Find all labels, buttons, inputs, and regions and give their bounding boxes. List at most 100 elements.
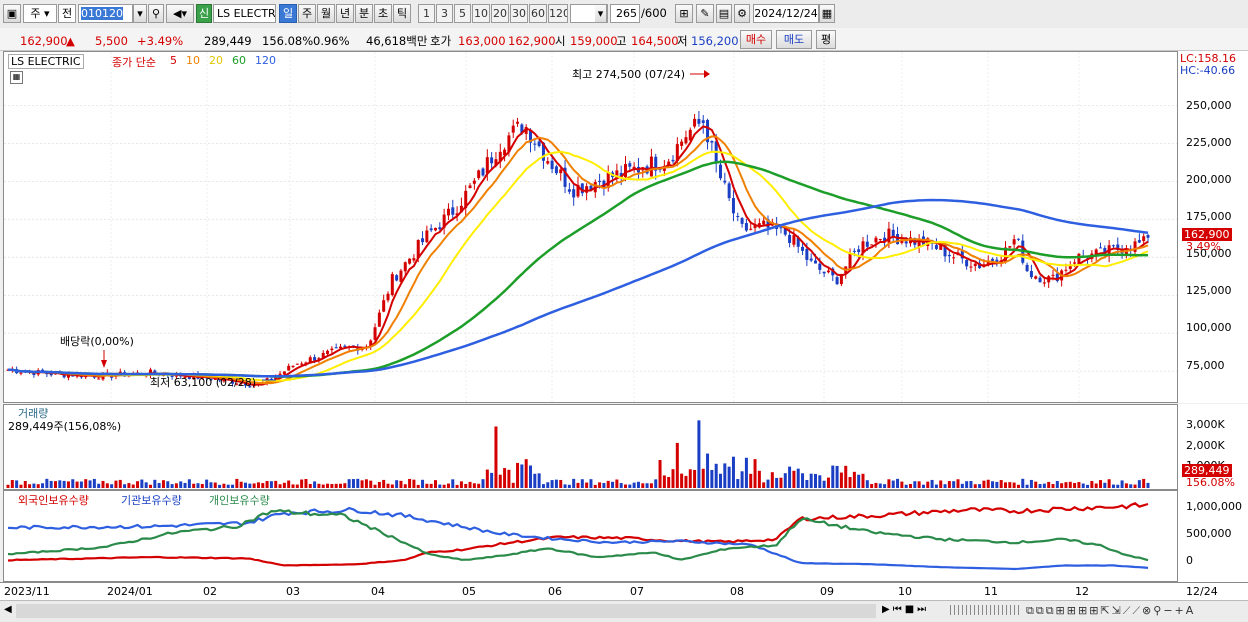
volume-bar — [1107, 479, 1111, 488]
candle-body — [481, 168, 485, 176]
x-tick: 11 — [984, 585, 998, 598]
volume-bar — [231, 484, 235, 488]
period-3[interactable]: 년 — [336, 4, 354, 23]
holdings-panel[interactable]: 외국인보유수량 기관보유수량 개인보유수량 — [3, 490, 1178, 582]
volume-bar — [576, 482, 580, 488]
sound-icon[interactable]: ◀▾ — [166, 4, 194, 23]
eval-button[interactable]: 평 — [816, 30, 836, 49]
blank-dropdown-icon[interactable]: ▾ — [595, 4, 607, 23]
period-1[interactable]: 주 — [298, 4, 316, 23]
x-tick: 04 — [371, 585, 385, 598]
buy-button[interactable]: 매수 — [740, 30, 772, 49]
candle-body — [1055, 273, 1059, 282]
window-icon[interactable]: ▣ — [3, 4, 21, 23]
volume-bar — [313, 481, 317, 488]
x-tick: 03 — [286, 585, 300, 598]
candle-body — [598, 180, 602, 182]
volume-bar — [425, 483, 429, 488]
volume-bar — [701, 468, 705, 488]
volume-bar — [183, 482, 187, 488]
volume-bar — [1081, 483, 1085, 488]
volume-bar — [744, 457, 748, 488]
gear-icon[interactable]: ⚙ — [734, 4, 750, 23]
candle-body — [1068, 264, 1072, 269]
count-input[interactable]: 265 — [610, 4, 640, 23]
draw-icon[interactable]: ✎ — [696, 4, 714, 23]
search-icon[interactable]: ⚲ — [148, 4, 164, 23]
volume-bar — [97, 483, 101, 488]
interval-120[interactable]: 120 — [548, 4, 568, 23]
grid-icon[interactable]: ▦ — [10, 71, 23, 84]
candle-body — [408, 258, 412, 264]
candle-body — [654, 156, 658, 171]
price-panel[interactable]: LS ELECTRIC 종가 단순 5 10 20 60 120 ▦ 최고 274,50… — [3, 51, 1178, 403]
candle-body — [520, 124, 524, 134]
interval-30[interactable]: 30 — [510, 4, 528, 23]
candle-body — [19, 372, 23, 374]
price-tick: 175,000 — [1186, 210, 1232, 223]
candle-body — [66, 374, 70, 378]
volume-bar — [671, 469, 675, 488]
tool-icons[interactable]: ⧉⧉⧉⊞⊞⊞⊞⇱⇲⟋⟋⊗⚲−+A — [1026, 604, 1196, 617]
volume-bar — [904, 484, 908, 488]
stock-name-field[interactable]: LS ELECTRI — [213, 4, 276, 23]
interval-10[interactable]: 10 — [472, 4, 490, 23]
calendar-icon[interactable]: ▦ — [819, 4, 835, 23]
volume-bar — [887, 479, 891, 488]
scroll-left-icon[interactable]: ◀ — [4, 604, 12, 615]
interval-1[interactable]: 1 — [418, 4, 435, 23]
candle-body — [619, 172, 623, 177]
code-dropdown-icon[interactable]: ▾ — [133, 4, 147, 23]
date-input[interactable]: 2024/12/24 — [753, 4, 819, 23]
volume-bar — [399, 480, 403, 488]
interval-60[interactable]: 60 — [529, 4, 547, 23]
volume-bar — [451, 479, 455, 488]
period-2[interactable]: 월 — [317, 4, 335, 23]
volume-bar — [921, 484, 925, 488]
period-6[interactable]: 틱 — [393, 4, 411, 23]
prev-button[interactable]: 전 — [58, 4, 76, 23]
candle-body — [455, 213, 459, 216]
mode-select[interactable]: 주 ▾ — [23, 4, 57, 23]
period-5[interactable]: 초 — [374, 4, 392, 23]
candle-body — [947, 254, 951, 257]
volume-chart[interactable] — [4, 405, 1177, 489]
candle-body — [900, 239, 904, 243]
volume-bar — [883, 484, 887, 488]
candle-body — [425, 230, 429, 243]
chart-tool-icon[interactable]: ⊞ — [675, 4, 693, 23]
nav-arrows-icon[interactable]: ▶⏮■⏭ — [882, 604, 930, 615]
volume-bar — [149, 484, 152, 488]
candle-body — [749, 228, 753, 230]
volume-panel[interactable]: 거래량 289,449주(156,08%) — [3, 404, 1178, 490]
x-tick: 09 — [820, 585, 834, 598]
zoom-slider[interactable] — [950, 605, 1020, 615]
interval-5[interactable]: 5 — [454, 4, 471, 23]
volume-bar — [524, 459, 528, 488]
price-chart[interactable] — [4, 52, 1177, 402]
save-icon[interactable]: ▤ — [716, 4, 732, 23]
volume-bar — [688, 469, 692, 488]
volume-bar — [300, 479, 304, 488]
interval-3[interactable]: 3 — [436, 4, 453, 23]
volume-bar — [464, 484, 468, 488]
sell-button[interactable]: 매도 — [776, 30, 812, 49]
candle-body — [563, 167, 567, 187]
volume-bar — [567, 484, 571, 488]
candle-body — [727, 183, 731, 199]
candle-body — [330, 348, 334, 351]
volume-bar — [658, 460, 662, 488]
period-4[interactable]: 분 — [355, 4, 373, 23]
candle-body — [991, 258, 995, 261]
code-input[interactable]: 010120 — [78, 4, 133, 23]
ma-line-10 — [7, 135, 1149, 385]
scroll-bar[interactable]: ◀ ▶⏮■⏭ ⧉⧉⧉⊞⊞⊞⊞⇱⇲⟋⟋⊗⚲−+A — [0, 600, 1248, 622]
interval-20[interactable]: 20 — [491, 4, 509, 23]
scroll-track[interactable] — [16, 604, 876, 618]
candle-body — [826, 270, 830, 273]
volume-bar — [1142, 478, 1146, 488]
candle-body — [1004, 247, 1007, 262]
holdings-chart[interactable] — [4, 491, 1177, 581]
volume-value: 289,449주(156,08%) — [8, 420, 122, 433]
period-0[interactable]: 일 — [279, 4, 297, 23]
